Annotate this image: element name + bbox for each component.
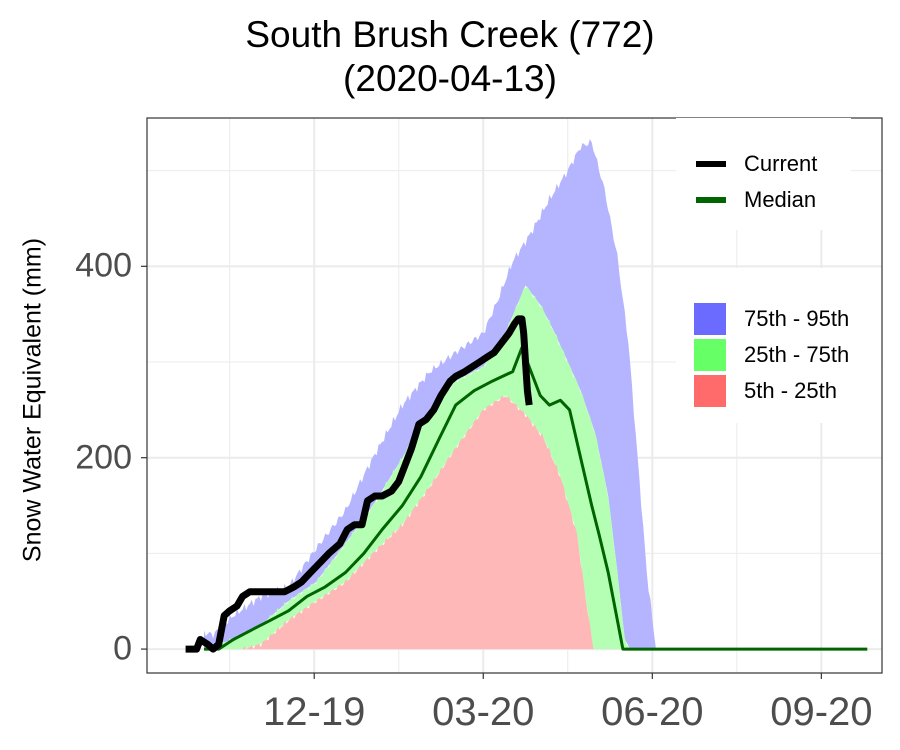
x-tick-label: 06-20 — [601, 690, 703, 735]
x-tick-label: 09-20 — [770, 690, 872, 735]
legend-key-current — [696, 161, 726, 167]
legend-item-current: Current — [676, 146, 817, 182]
y-tick-label: 200 — [75, 438, 132, 477]
legend-key-p25-p75 — [694, 339, 726, 371]
legend-key-median — [696, 197, 726, 203]
legend-item-p75-p95: 75th - 95th — [676, 301, 849, 337]
legend-label-p75-p95: 75th - 95th — [744, 306, 849, 332]
legend-label-p25-p75: 25th - 75th — [744, 342, 849, 368]
legend-label-current: Current — [744, 151, 817, 177]
y-tick-label: 400 — [75, 247, 132, 286]
legend-label-median: Median — [744, 187, 816, 213]
legend-key-p05-p25 — [694, 375, 726, 407]
legend-item-p25-p75: 25th - 75th — [676, 337, 849, 373]
y-axis-label: Snow Water Equivalent (mm) — [19, 238, 48, 562]
x-tick-label: 03-20 — [432, 690, 534, 735]
chart-title: South Brush Creek (772) — [0, 14, 900, 56]
legend-item-p05-p25: 5th - 25th — [676, 373, 837, 409]
y-tick-label: 0 — [113, 630, 132, 669]
chart-subtitle: (2020-04-13) — [0, 58, 900, 100]
legend-label-p05-p25: 5th - 25th — [744, 378, 837, 404]
legend-lines: Current Median — [676, 118, 851, 230]
x-tick-label: 12-19 — [263, 690, 365, 735]
legend-item-median: Median — [676, 182, 816, 218]
legend-key-p75-p95 — [694, 303, 726, 335]
legend-bands: 75th - 95th 25th - 75th 5th - 25th — [676, 268, 881, 423]
